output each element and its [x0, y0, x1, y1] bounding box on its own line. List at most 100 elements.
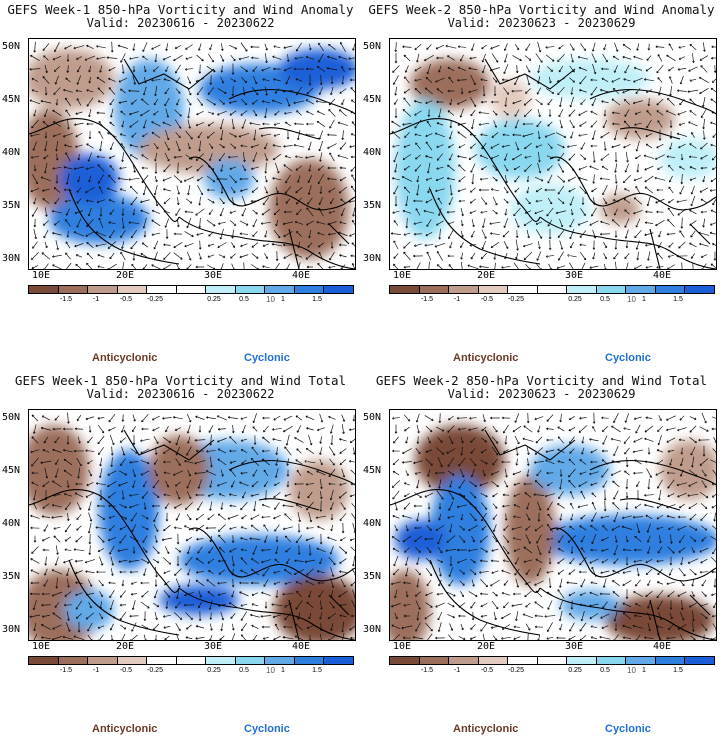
wind-vector	[556, 636, 566, 640]
wind-vector	[436, 88, 444, 94]
wind-vector	[680, 447, 684, 455]
colorbar-label: -0.25	[508, 296, 524, 303]
wind-vector	[415, 600, 421, 610]
wind-vector	[141, 166, 149, 170]
wind-vector	[317, 165, 324, 171]
wind-vector	[615, 261, 617, 269]
wind-vector	[689, 43, 697, 50]
wind-vector	[350, 254, 355, 258]
colorbar-multiplier: 10	[627, 666, 636, 675]
wind-vector	[448, 579, 454, 587]
wind-vector	[534, 461, 544, 464]
wind-vector	[141, 413, 149, 423]
wind-vector	[231, 118, 235, 130]
wind-vector	[216, 415, 228, 421]
wind-vector	[295, 42, 302, 52]
wind-vector	[712, 133, 716, 138]
wind-vector	[297, 491, 301, 499]
wind-vector	[581, 447, 585, 455]
wind-vector	[414, 535, 422, 543]
wind-vector	[569, 241, 574, 249]
wind-vector	[55, 153, 59, 161]
wind-vector	[53, 535, 61, 543]
wind-vector	[622, 175, 631, 184]
wind-vector	[633, 177, 643, 182]
wind-vector	[108, 515, 116, 519]
wind-vector	[591, 53, 597, 63]
wind-vector	[558, 610, 563, 622]
wind-vector	[121, 152, 124, 162]
wind-vector	[351, 599, 355, 610]
wind-vector	[176, 556, 180, 567]
wind-vector	[547, 481, 553, 487]
wind-vector	[229, 166, 237, 170]
wind-vector	[207, 111, 215, 115]
wind-vector	[448, 415, 454, 421]
wind-vector	[459, 525, 465, 531]
wind-vector	[77, 621, 81, 633]
wind-vector	[187, 579, 191, 587]
wind-vector	[624, 109, 630, 117]
wind-vector	[678, 547, 686, 553]
lat-label-40n: 40N	[2, 147, 21, 158]
wind-vector	[330, 435, 334, 446]
wind-vector	[328, 634, 337, 640]
wind-vector	[402, 154, 412, 160]
anticyclonic-region	[600, 194, 640, 224]
wind-vector	[64, 97, 71, 107]
wind-vector	[33, 219, 37, 228]
wind-vector	[557, 198, 565, 204]
colorbar	[28, 656, 354, 665]
wind-vector	[306, 526, 314, 530]
wind-vector	[633, 66, 642, 71]
wind-vector	[700, 65, 708, 73]
wind-vector	[622, 624, 632, 629]
wind-vector	[66, 54, 70, 62]
wind-vector	[109, 600, 114, 611]
wind-vector	[460, 87, 464, 95]
wind-vector	[470, 468, 475, 478]
lat-label-35n: 35N	[2, 571, 21, 582]
wind-vector	[85, 166, 95, 170]
wind-vector	[251, 480, 259, 488]
wind-vector	[470, 163, 476, 173]
wind-vector	[699, 242, 709, 247]
wind-vector	[435, 602, 445, 608]
wind-vector	[625, 151, 629, 163]
wind-vector	[29, 614, 41, 619]
wind-vector	[140, 199, 150, 204]
wind-vector	[98, 186, 104, 194]
wind-vector	[622, 570, 632, 574]
wind-vector	[635, 88, 641, 95]
wind-vector	[197, 601, 202, 609]
wind-vector	[402, 535, 412, 543]
wind-vector	[130, 512, 138, 522]
wind-vector	[680, 458, 684, 467]
wind-vector	[205, 416, 216, 420]
wind-vector	[140, 438, 150, 442]
wind-vector	[109, 252, 115, 260]
wind-vector	[459, 108, 464, 118]
wind-vector	[656, 64, 664, 74]
wind-vector	[186, 251, 192, 261]
wind-vector	[273, 415, 281, 421]
wind-vector	[546, 471, 554, 475]
wind-vector	[284, 612, 292, 621]
wind-vector	[403, 241, 411, 249]
wind-vector	[577, 504, 589, 509]
wind-vector	[119, 603, 127, 607]
wind-vector	[622, 636, 632, 640]
wind-vector	[633, 471, 643, 475]
wind-vector	[602, 184, 608, 196]
wind-vector	[64, 548, 72, 551]
wind-vector	[668, 66, 674, 72]
wind-vector	[76, 75, 81, 85]
wind-vector	[591, 512, 597, 522]
wind-vector	[318, 197, 324, 205]
wind-vector	[284, 535, 292, 543]
wind-vector	[73, 548, 85, 551]
wind-vector	[711, 525, 716, 531]
wind-vector	[447, 55, 455, 61]
wind-vector	[306, 110, 314, 116]
wind-vector	[129, 185, 138, 195]
